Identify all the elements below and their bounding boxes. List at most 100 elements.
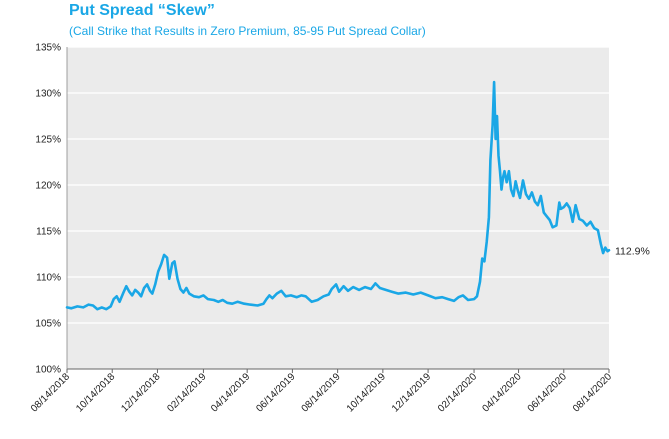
x-tick-label: 08/14/2019 xyxy=(300,371,343,414)
data-point xyxy=(146,283,148,285)
x-tick-label: 08/14/2020 xyxy=(571,371,614,414)
data-point xyxy=(119,301,121,303)
data-point xyxy=(593,227,595,229)
data-point xyxy=(193,295,195,297)
data-point xyxy=(499,170,501,172)
data-point xyxy=(173,260,176,262)
x-tick-label: 06/14/2019 xyxy=(254,371,297,414)
data-point xyxy=(92,304,94,307)
data-point xyxy=(531,191,533,193)
data-point xyxy=(149,290,151,292)
series-group xyxy=(65,80,611,311)
data-point xyxy=(519,197,521,199)
end-value-label: 112.9% xyxy=(615,245,650,257)
series-line xyxy=(65,80,611,311)
data-point xyxy=(335,283,337,285)
data-point xyxy=(168,278,170,280)
data-point xyxy=(276,293,278,295)
data-point xyxy=(347,290,349,292)
data-point xyxy=(134,289,136,291)
data-point xyxy=(176,278,179,280)
data-point xyxy=(597,229,599,231)
data-point xyxy=(462,294,464,296)
x-tick-label: 12/14/2019 xyxy=(390,371,433,414)
data-point xyxy=(217,301,219,303)
data-point xyxy=(525,193,527,195)
data-point xyxy=(87,304,90,306)
data-point xyxy=(600,243,602,245)
data-point xyxy=(496,115,498,117)
data-point xyxy=(280,290,282,292)
data-point xyxy=(179,288,181,290)
data-point xyxy=(70,307,72,309)
x-tick-label: 12/14/2018 xyxy=(119,371,162,414)
data-point xyxy=(222,299,224,301)
data-point xyxy=(481,258,483,260)
data-point xyxy=(198,296,200,298)
data-point xyxy=(479,281,481,283)
data-point xyxy=(602,252,604,254)
x-tick-label: 08/14/2018 xyxy=(29,371,72,414)
data-point xyxy=(537,204,539,206)
data-point xyxy=(540,195,542,197)
data-point xyxy=(555,224,558,227)
data-point xyxy=(427,294,429,296)
data-point xyxy=(589,221,592,223)
data-point xyxy=(486,241,488,243)
data-point xyxy=(500,189,503,191)
data-point xyxy=(517,189,519,192)
x-tick-label: 04/14/2019 xyxy=(209,371,252,414)
data-point xyxy=(488,216,490,218)
data-point xyxy=(128,291,130,293)
data-point xyxy=(546,215,548,217)
data-point xyxy=(379,287,381,289)
data-point xyxy=(125,285,127,287)
data-point xyxy=(285,295,287,297)
data-point xyxy=(110,305,112,307)
data-point xyxy=(563,206,565,208)
data-point xyxy=(512,195,515,197)
data-point xyxy=(163,254,165,256)
data-point xyxy=(492,124,494,126)
y-tick-label: 105% xyxy=(35,319,61,330)
x-tick-label: 04/14/2020 xyxy=(480,371,523,414)
data-point xyxy=(483,260,485,262)
data-point xyxy=(578,218,580,220)
data-point xyxy=(543,212,545,214)
data-point xyxy=(243,303,245,305)
data-point xyxy=(343,285,345,287)
data-point xyxy=(397,293,399,295)
x-tick-label: 06/14/2020 xyxy=(526,371,569,414)
data-point xyxy=(405,292,407,294)
data-point xyxy=(305,295,307,297)
data-point xyxy=(503,170,506,172)
data-point xyxy=(82,306,84,308)
data-point xyxy=(604,247,606,249)
data-point xyxy=(522,179,524,181)
data-point xyxy=(185,287,187,289)
data-point xyxy=(582,220,584,222)
data-point xyxy=(268,294,270,296)
data-point xyxy=(207,298,209,300)
data-point xyxy=(226,302,228,304)
data-point xyxy=(441,296,443,298)
data-point xyxy=(502,177,504,179)
data-point xyxy=(160,263,162,265)
data-point xyxy=(113,298,115,300)
y-tick-label: 125% xyxy=(35,135,61,146)
y-tick-label: 115% xyxy=(36,227,61,238)
x-tick-label: 10/14/2018 xyxy=(74,371,117,414)
y-tick-label: 100% xyxy=(35,365,61,376)
data-point xyxy=(370,288,372,290)
data-point xyxy=(374,282,376,284)
data-point xyxy=(151,293,153,295)
data-point xyxy=(140,295,142,297)
data-point xyxy=(101,306,103,308)
data-point xyxy=(467,299,469,301)
data-point xyxy=(549,219,551,221)
plot-area xyxy=(67,47,609,369)
data-point xyxy=(311,301,313,303)
data-point xyxy=(476,295,478,297)
data-point xyxy=(495,138,497,140)
data-point xyxy=(420,292,422,294)
